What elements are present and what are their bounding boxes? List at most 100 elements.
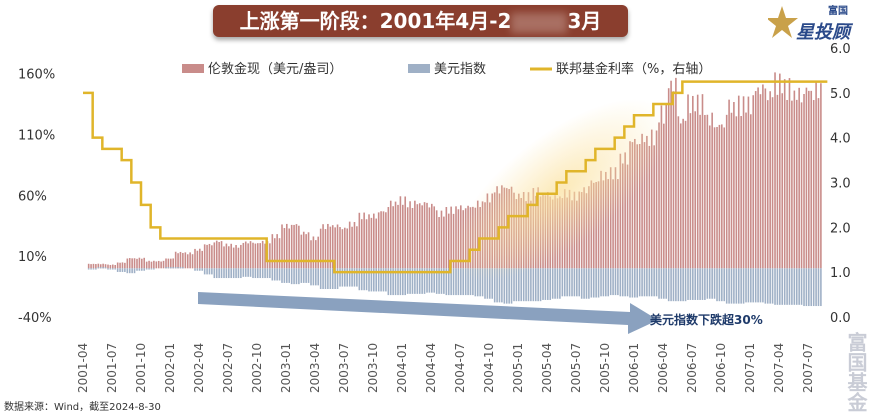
gold-bar xyxy=(293,224,295,269)
gold-bar xyxy=(800,102,803,269)
gold-bar xyxy=(411,207,414,269)
gold-bar xyxy=(426,202,428,269)
x-axis-tick: 2007-01 xyxy=(743,343,757,393)
gold-bar xyxy=(319,228,322,269)
gold-bar xyxy=(286,223,288,269)
usd-bar xyxy=(87,268,90,270)
usd-bar xyxy=(774,268,776,305)
gold-bar xyxy=(145,261,148,269)
gold-bar xyxy=(406,207,409,269)
usd-bar xyxy=(203,268,206,275)
right-axis-tick: 3.0 xyxy=(830,177,851,192)
title-left: 上涨第一阶段：2001年4月-2 xyxy=(239,9,512,33)
usd-bar xyxy=(95,268,97,270)
usd-bar xyxy=(522,268,525,302)
usd-bar xyxy=(312,268,315,286)
x-axis-tick: 2007-04 xyxy=(772,343,786,393)
usd-bar xyxy=(484,268,486,299)
gold-bar xyxy=(428,207,431,269)
usd-bar xyxy=(196,268,199,271)
gold-bar xyxy=(230,243,233,269)
usd-bar xyxy=(276,268,278,281)
usd-bar xyxy=(290,268,293,285)
blurred-region xyxy=(511,12,568,33)
gold-bar xyxy=(237,247,240,269)
usd-bar xyxy=(150,268,153,270)
usd-bar xyxy=(660,268,663,299)
gold-bar xyxy=(208,243,211,269)
usd-bar xyxy=(679,268,682,302)
usd-bar xyxy=(114,268,117,270)
usd-bar xyxy=(109,268,112,270)
gold-bar xyxy=(805,87,808,269)
gold-bar xyxy=(220,241,223,269)
gold-bar xyxy=(808,90,810,269)
usd-bar xyxy=(447,268,450,296)
gold-bar xyxy=(447,213,450,269)
right-axis-tick: 1.0 xyxy=(830,266,851,281)
usd-bar xyxy=(254,268,257,279)
usd-bar xyxy=(124,268,126,272)
usd-bar xyxy=(394,268,397,296)
legend: 伦敦金现（美元/盎司） 美元指数 联邦基金利率（%，右轴） xyxy=(182,61,711,77)
usd-bar xyxy=(721,268,723,302)
usd-bar xyxy=(585,268,588,299)
usd-bar xyxy=(479,268,481,297)
usd-bar xyxy=(501,268,503,303)
usd-bar xyxy=(641,268,643,297)
usd-bar xyxy=(619,268,622,297)
gold-bar xyxy=(820,83,822,269)
usd-bar xyxy=(257,268,259,279)
gold-bar xyxy=(795,99,798,269)
usd-bar xyxy=(351,268,353,287)
gold-bar xyxy=(757,87,759,269)
x-axis-tick: 2003-10 xyxy=(366,343,380,393)
usd-bar xyxy=(237,268,240,279)
usd-bar xyxy=(786,268,788,305)
usd-bar xyxy=(145,268,148,270)
gold-bar xyxy=(172,258,175,269)
gold-bar xyxy=(315,240,317,269)
right-axis-tick: 4.0 xyxy=(830,132,851,147)
usd-bar xyxy=(602,268,605,297)
gold-bar xyxy=(397,204,399,269)
usd-bar xyxy=(266,268,269,279)
gold-bar xyxy=(663,123,665,269)
usd-bar xyxy=(423,268,426,294)
usd-bar xyxy=(399,268,402,296)
usd-bar xyxy=(324,268,327,290)
gold-bar xyxy=(619,153,622,269)
usd-bar xyxy=(174,267,177,269)
usd-bar xyxy=(457,268,460,296)
usd-bar xyxy=(759,268,762,303)
gold-bar xyxy=(206,244,208,269)
usd-bar xyxy=(793,268,796,305)
usd-bar xyxy=(737,268,740,304)
usd-bar xyxy=(636,268,639,298)
gold-bar xyxy=(312,236,315,269)
right-axis-tick: 5.0 xyxy=(830,87,851,102)
usd-bar xyxy=(631,268,634,298)
usd-bar xyxy=(771,268,774,304)
x-axis-tick: 2003-07 xyxy=(337,343,351,393)
usd-bar xyxy=(460,268,462,296)
usd-bar xyxy=(474,268,477,297)
gold-bar xyxy=(445,206,448,269)
usd-bar xyxy=(670,268,672,302)
gold-bar xyxy=(629,141,631,269)
usd-bar xyxy=(409,268,411,294)
usd-bar xyxy=(498,268,501,303)
gold-bar xyxy=(170,258,172,269)
usd-bar xyxy=(750,268,752,303)
usd-bar xyxy=(781,268,784,305)
gold-bar xyxy=(648,145,651,269)
gold-bar xyxy=(264,243,266,269)
x-axis-tick: 2005-01 xyxy=(511,343,525,393)
gold-bar xyxy=(157,260,160,269)
usd-bar xyxy=(445,268,448,296)
gold-bar xyxy=(283,228,286,269)
gold-bar xyxy=(177,253,179,269)
usd-bar xyxy=(440,268,443,294)
gold-bar xyxy=(617,179,619,269)
usd-bar xyxy=(230,268,233,279)
